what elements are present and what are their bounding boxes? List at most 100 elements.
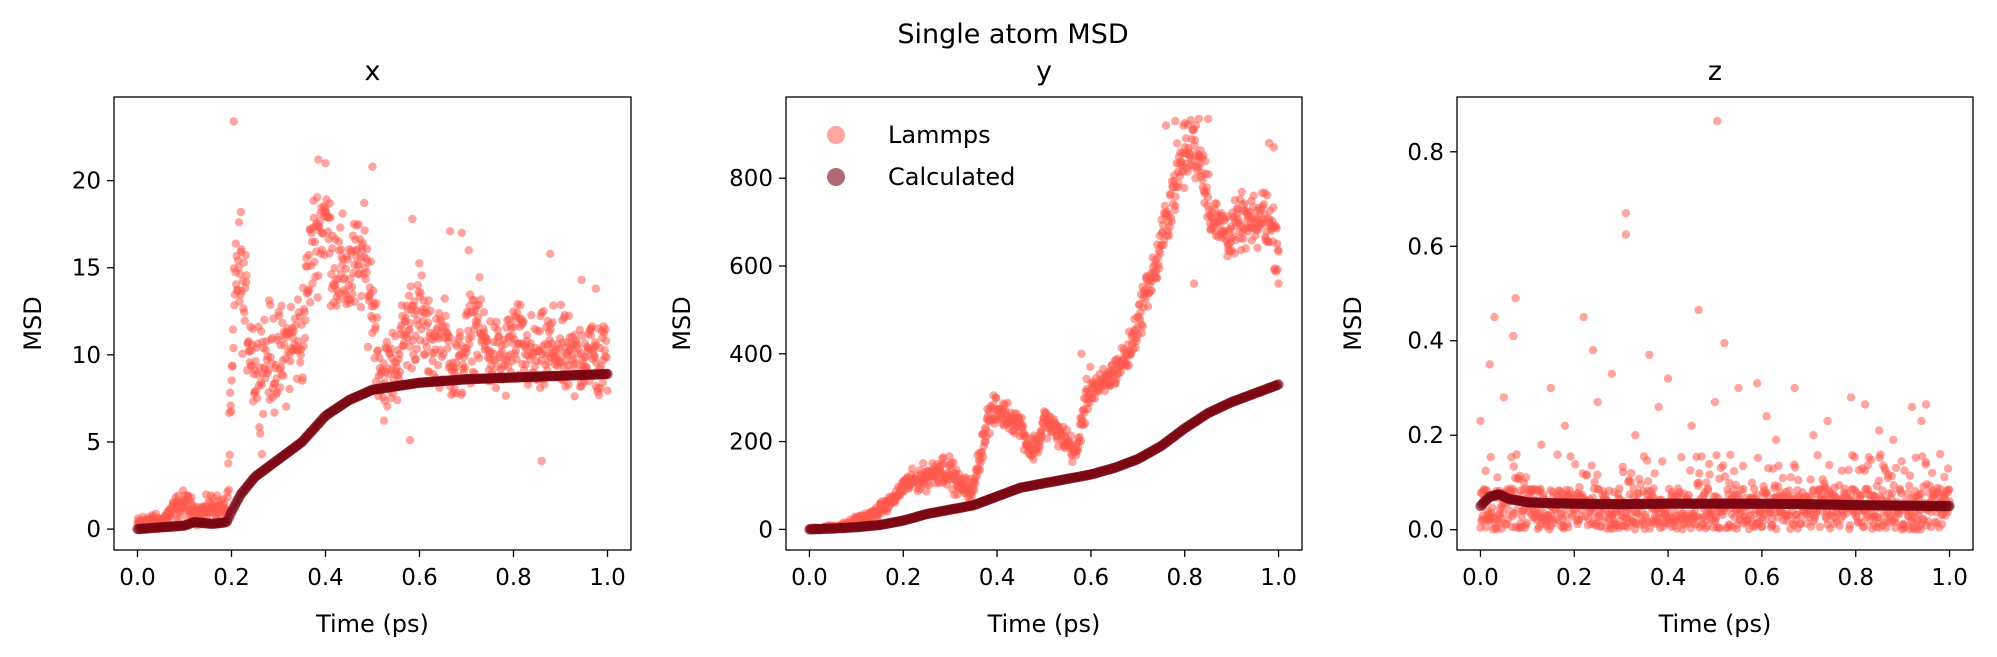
lammps-point (383, 402, 392, 411)
lammps-point (1191, 121, 1201, 130)
lammps-point (298, 373, 307, 382)
lammps-point (337, 245, 346, 254)
lammps-point (1077, 349, 1086, 358)
x-tick-label: 0.0 (791, 565, 828, 591)
lammps-point (1631, 431, 1640, 440)
lammps-point (1183, 167, 1192, 176)
lammps-point (362, 268, 371, 277)
lammps-point (335, 295, 344, 304)
lammps-point (1753, 453, 1763, 463)
lammps-point (1889, 481, 1898, 490)
lammps-point (1758, 522, 1767, 531)
lammps-point (1164, 231, 1174, 240)
lammps-point (346, 274, 355, 284)
lammps-point (338, 209, 347, 218)
lammps-point (1132, 336, 1141, 346)
lammps-point (236, 207, 246, 217)
x-tick-label: 0.4 (979, 565, 1016, 591)
lammps-point (228, 325, 238, 334)
lammps-point (238, 349, 247, 358)
lammps-point (371, 322, 380, 331)
lammps-point (240, 308, 249, 317)
lammps-point (1490, 312, 1499, 322)
lammps-point (415, 259, 424, 268)
lammps-point (1481, 522, 1491, 532)
lammps-point (1240, 199, 1249, 208)
lammps-point (1907, 402, 1917, 412)
lammps-point (985, 429, 994, 438)
lammps-point (1627, 469, 1636, 478)
lammps-point (1835, 521, 1844, 530)
x-tick-label: 0.0 (1462, 565, 1499, 591)
lammps-point (1180, 183, 1189, 193)
lammps-point (379, 359, 388, 368)
lammps-point (264, 366, 273, 375)
lammps-point (1905, 471, 1915, 480)
lammps-point (1156, 249, 1165, 258)
lammps-point (350, 297, 360, 306)
lammps-point (1917, 489, 1926, 499)
lammps-point (286, 302, 296, 312)
lammps-point (369, 286, 378, 295)
lammps-point (512, 355, 521, 364)
lammps-point (277, 301, 286, 311)
lammps-point (1761, 515, 1770, 524)
series-calculated (132, 368, 613, 535)
lammps-point (473, 313, 483, 322)
lammps-point (1083, 404, 1093, 414)
lammps-point (226, 407, 236, 416)
lammps-point (1694, 305, 1703, 315)
lammps-point (348, 290, 357, 299)
lammps-point (406, 319, 415, 328)
lammps-point (1897, 489, 1906, 498)
lammps-point (975, 465, 985, 475)
lammps-point (278, 318, 287, 328)
lammps-point (1710, 397, 1720, 407)
lammps-point (1876, 450, 1885, 459)
lammps-point (1241, 244, 1250, 253)
lammps-point (1937, 520, 1947, 529)
lammps-point (1566, 452, 1575, 461)
lammps-point (266, 300, 275, 309)
lammps-point (274, 332, 283, 342)
lammps-point (235, 297, 244, 306)
lammps-point (1891, 463, 1901, 473)
lammps-point (474, 353, 484, 363)
lammps-point (286, 357, 295, 366)
lammps-point (1772, 524, 1781, 534)
lammps-point (577, 275, 586, 285)
lammps-point (1189, 279, 1199, 288)
lammps-point (360, 198, 369, 208)
lammps-point (1859, 522, 1869, 531)
lammps-point (382, 337, 391, 346)
lammps-point (1131, 343, 1141, 352)
lammps-point (314, 155, 323, 164)
lammps-point (1272, 224, 1281, 233)
x-tick-label: 0.2 (213, 565, 250, 591)
y-tick-label: 10 (72, 343, 101, 369)
lammps-point (1905, 481, 1914, 490)
y-tick-label: 400 (729, 342, 773, 368)
lammps-point (1203, 193, 1213, 202)
lammps-point (1786, 473, 1796, 482)
lammps-point (476, 295, 486, 304)
x-tick-label: 0.6 (1073, 565, 1110, 591)
lammps-point (347, 282, 357, 292)
lammps-point (310, 257, 319, 267)
lammps-point (321, 159, 330, 168)
lammps-point (1090, 394, 1100, 403)
lammps-point (334, 237, 344, 246)
lammps-point (1167, 217, 1176, 226)
lammps-point (395, 350, 404, 359)
lammps-point (343, 255, 352, 264)
lammps-point (240, 316, 249, 325)
series-lammps (805, 114, 1283, 534)
axes-frame (113, 96, 632, 551)
lammps-point (424, 318, 433, 327)
x-tick-label: 0.2 (1556, 565, 1593, 591)
lammps-point (224, 485, 233, 495)
lammps-point (1917, 416, 1926, 426)
lammps-point (457, 388, 467, 397)
lammps-point (1263, 191, 1272, 200)
lammps-point (299, 341, 308, 351)
